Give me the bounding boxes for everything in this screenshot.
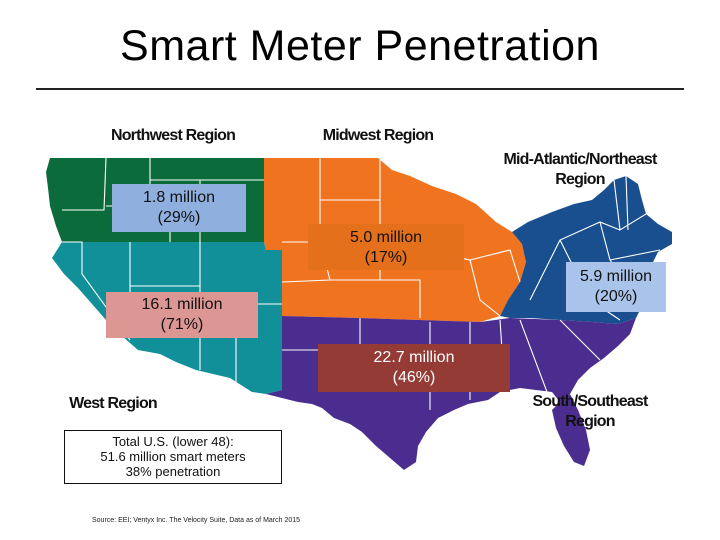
midwest-stat-box: 5.0 million (17%) [308,224,464,270]
title-divider [36,88,684,90]
northwest-meters: 1.8 million [142,189,216,206]
mid-atlantic-northeast-meters: 5.9 million [579,268,653,285]
midwest-region-label: Midwest Region [322,127,434,144]
west-meters: 16.1 million [141,296,223,313]
northwest-stat-box: 1.8 million (29%) [112,184,246,232]
west-penetration: (71%) [160,316,204,333]
florida-area [552,394,590,466]
mid-atlantic-northeast-label-line2: Region [555,171,605,188]
total-line2: 51.6 million smart meters [100,449,246,464]
south-southeast-stat-box: 22.7 million (46%) [318,344,510,392]
west-stat-box: 16.1 million (71%) [106,292,258,338]
midwest-meters: 5.0 million [349,229,423,246]
total-summary-box: Total U.S. (lower 48): 51.6 million smar… [64,430,282,484]
midwest-penetration: (17%) [364,249,408,266]
source-note: Source: EEI; Ventyx Inc. The Velocity Su… [92,517,301,524]
slide-title: Smart Meter Penetration [120,22,600,70]
south-southeast-region-label: South/Southeast Region [520,392,660,432]
northwest-region-label: Northwest Region [110,127,236,144]
west-region-label: West Region [69,395,158,412]
mid-atlantic-northeast-penetration: (20%) [594,288,638,305]
south-southeast-meters: 22.7 million [373,349,455,366]
total-line3: 38% penetration [125,464,221,479]
mid-atlantic-northeast-region-label: Mid-Atlantic/Northeast Region [490,150,670,190]
south-southeast-label-line2: Region [565,413,615,430]
mid-atlantic-northeast-stat-box: 5.9 million (20%) [566,262,666,312]
south-southeast-penetration: (46%) [392,369,436,386]
northwest-penetration: (29%) [157,209,201,226]
south-southeast-label-line1: South/Southeast [532,393,648,410]
mid-atlantic-northeast-label-line1: Mid-Atlantic/Northeast [503,151,657,168]
total-line1: Total U.S. (lower 48): [112,434,234,449]
